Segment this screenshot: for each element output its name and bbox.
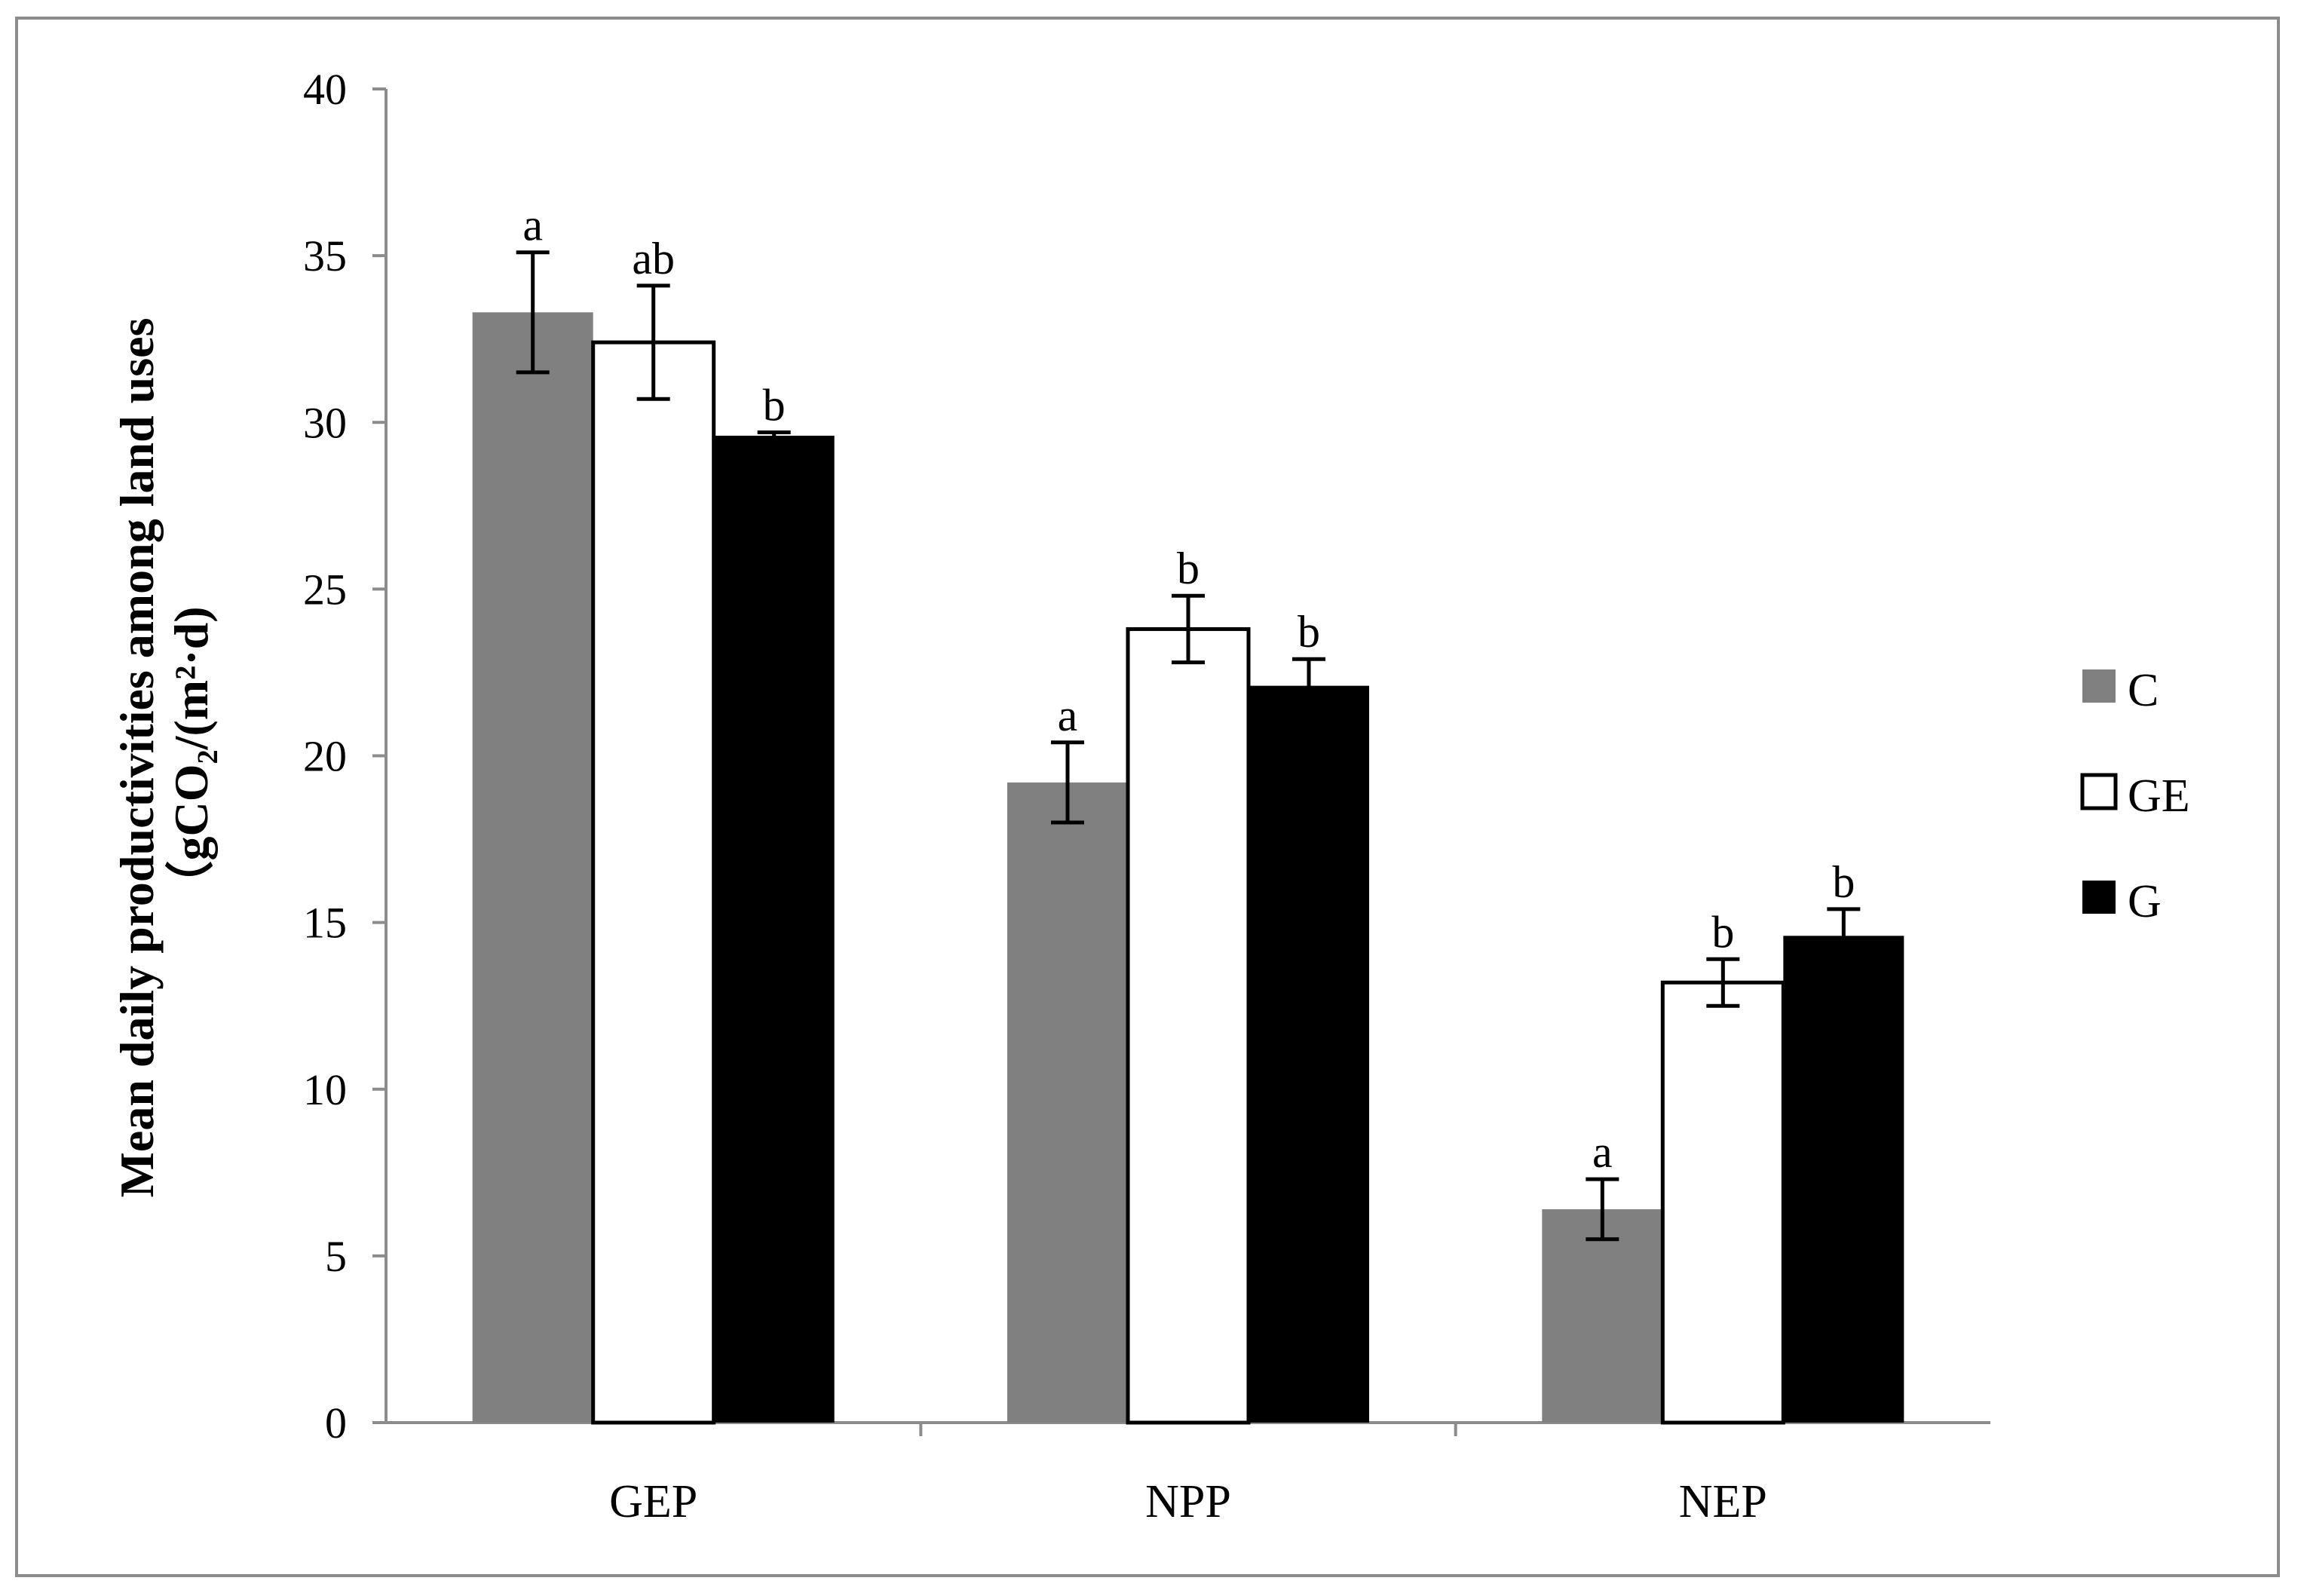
y-tick-label: 20 xyxy=(303,732,347,781)
x-tick-label: NPP xyxy=(1145,1476,1231,1527)
legend-label-g: G xyxy=(2128,876,2162,927)
significance-label: b xyxy=(1177,544,1200,593)
y-axis-label-line1: Mean daily productivities among land use… xyxy=(110,318,164,1198)
bar-ge-npp xyxy=(1126,626,1251,1425)
bar-ge-gep xyxy=(591,340,716,1425)
bar-ge-nep xyxy=(1660,980,1785,1425)
x-tick-label: GEP xyxy=(609,1476,697,1527)
y-tick-label: 35 xyxy=(303,231,347,280)
legend-swatch-c xyxy=(2082,669,2116,703)
bar-c-nep xyxy=(1542,1208,1663,1423)
significance-label: b xyxy=(1711,907,1734,957)
bar-c-gep xyxy=(472,312,593,1423)
significance-label: b xyxy=(1298,607,1320,657)
y-tick-label: 5 xyxy=(325,1232,347,1281)
y-tick-label: 40 xyxy=(303,65,347,114)
significance-label: ab xyxy=(632,234,675,283)
y-tick-label: 0 xyxy=(325,1398,347,1447)
bar-g-gep xyxy=(713,435,835,1423)
significance-label: a xyxy=(1058,691,1078,740)
significance-label: b xyxy=(1832,857,1855,907)
y-axis-label-line2: （gCO₂/(m²·d) xyxy=(164,606,218,908)
bar-g-nep xyxy=(1783,936,1904,1423)
legend-swatch-ge xyxy=(2080,773,2118,810)
legend-label-ge: GE xyxy=(2128,770,2190,822)
y-tick-label: 25 xyxy=(303,565,347,614)
bar-g-npp xyxy=(1249,685,1369,1423)
y-tick-label: 30 xyxy=(303,398,347,447)
significance-label: b xyxy=(763,381,786,430)
legend-label-c: C xyxy=(2128,665,2159,716)
x-tick-label: NEP xyxy=(1679,1476,1767,1527)
y-axis-label: Mean daily productivities among land use… xyxy=(110,318,218,1198)
significance-label: a xyxy=(1592,1127,1613,1177)
legend-swatch-g xyxy=(2082,881,2116,914)
y-tick-label: 10 xyxy=(303,1065,347,1114)
y-tick-label: 15 xyxy=(303,899,347,948)
bar-c-npp xyxy=(1007,782,1128,1423)
significance-label: a xyxy=(522,201,543,250)
